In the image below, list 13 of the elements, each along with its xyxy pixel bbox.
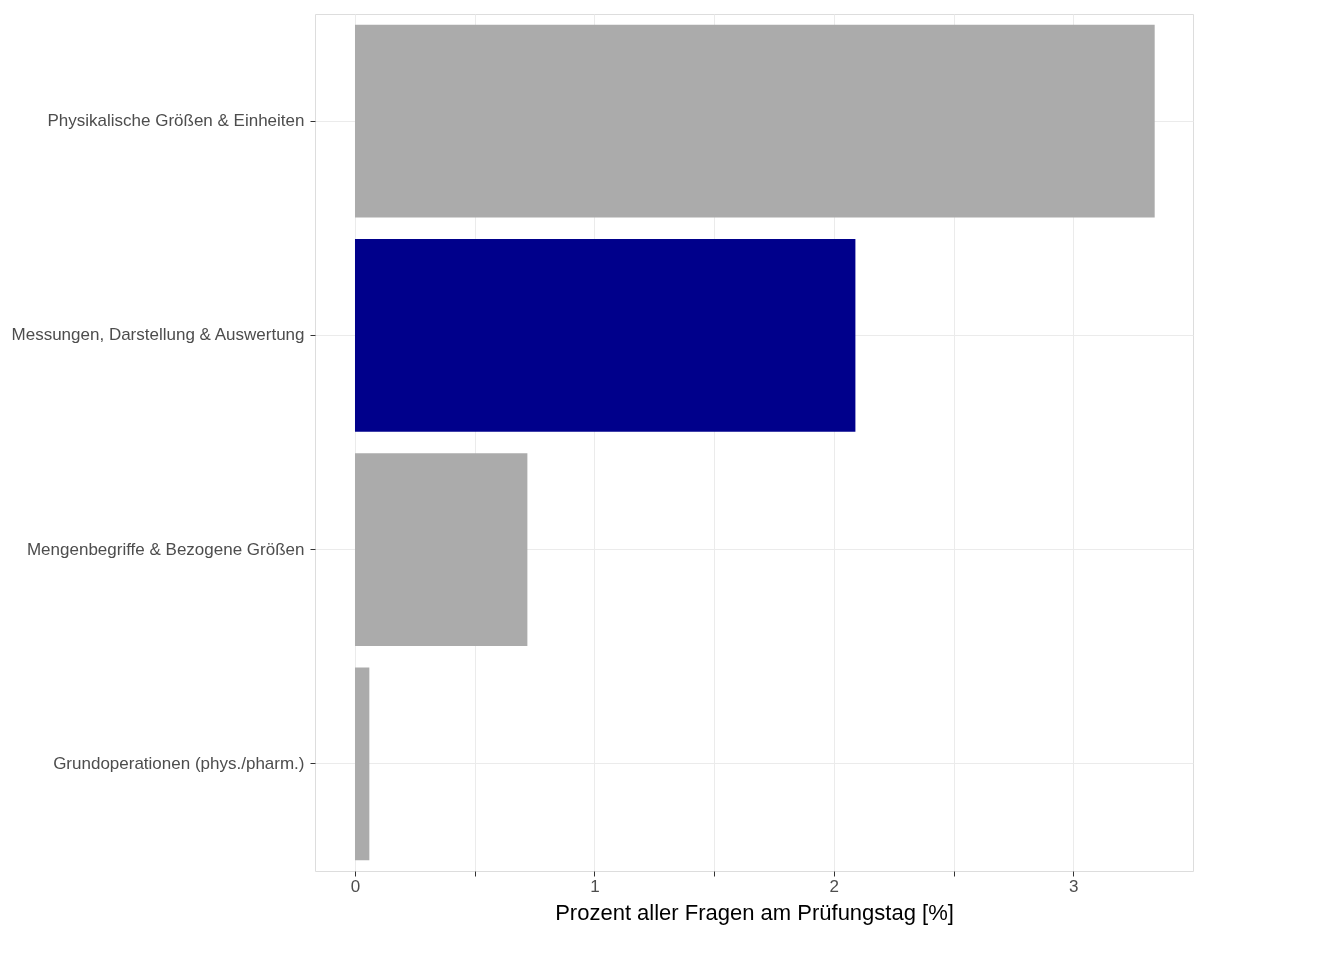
y-tick-label: Physikalische Größen & Einheiten (47, 111, 305, 131)
bar (354, 238, 856, 432)
x-tick-label: 2 (829, 876, 840, 896)
bar (354, 667, 370, 861)
x-tick-label: 0 (350, 876, 361, 896)
y-tick-label: Messungen, Darstellung & Auswertung (11, 325, 305, 345)
bar (354, 453, 528, 647)
x-tick-label: 3 (1069, 876, 1079, 896)
y-tick-label: Mengenbegriffe & Bezogene Größen (26, 539, 305, 559)
y-tick-label: Grundoperationen (phys./pharm.) (53, 753, 305, 773)
x-tick-label: 1 (590, 876, 600, 896)
x-axis-title: Prozent aller Fragen am Prüfungstag [%] (555, 899, 954, 925)
bar (354, 24, 1155, 218)
